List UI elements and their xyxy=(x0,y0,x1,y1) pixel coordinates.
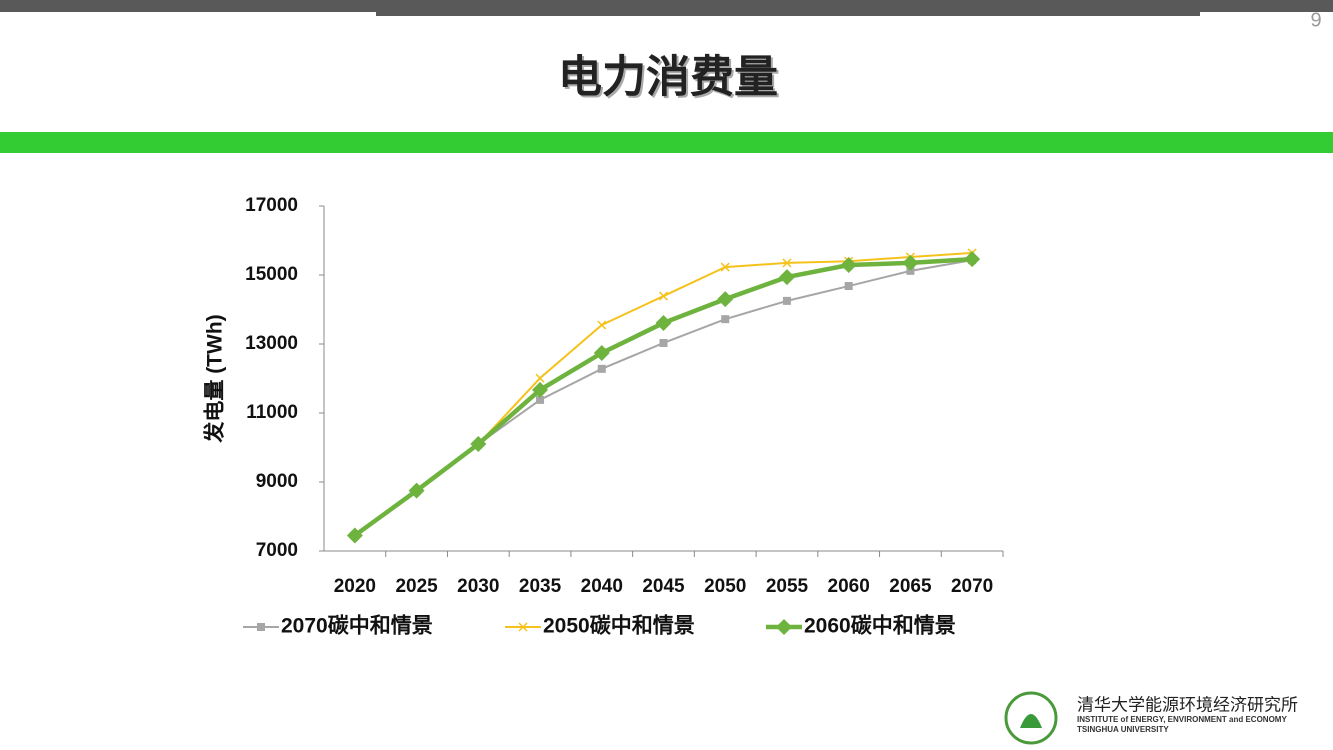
y-tick-label: 7000 xyxy=(256,540,298,561)
marker xyxy=(840,256,857,273)
marker xyxy=(720,262,730,272)
y-tick-label: 9000 xyxy=(256,471,298,492)
marker xyxy=(717,291,734,308)
x-tick-label: 2030 xyxy=(457,576,499,597)
marker xyxy=(532,381,549,398)
marker xyxy=(782,258,792,268)
logo-leaf xyxy=(1020,714,1042,728)
institute-en: INSTITUTE of ENERGY, ENVIRONMENT and ECO… xyxy=(1077,715,1287,724)
x-tick-label: 2060 xyxy=(828,576,870,597)
y-tick-label: 17000 xyxy=(245,195,298,216)
x-tick-label: 2040 xyxy=(581,576,623,597)
marker xyxy=(518,622,528,632)
y-tick-label: 13000 xyxy=(245,333,298,354)
marker xyxy=(593,344,610,361)
x-tick-label: 2025 xyxy=(395,576,438,597)
x-tick-label: 2020 xyxy=(334,576,376,597)
marker xyxy=(659,338,668,347)
x-tick-label: 2055 xyxy=(766,576,809,597)
university: TSINGHUA UNIVERSITY xyxy=(1077,725,1169,734)
marker xyxy=(536,395,545,404)
top-bar-accent xyxy=(376,0,1200,16)
marker xyxy=(782,296,791,305)
title-shadow: 电力消费量 xyxy=(560,55,780,104)
marker xyxy=(844,282,853,291)
marker xyxy=(257,623,265,631)
marker xyxy=(535,373,545,383)
x-tick-label: 2045 xyxy=(642,576,685,597)
marker xyxy=(964,251,981,268)
legend-label: 2050碳中和情景 xyxy=(543,614,695,638)
green-band xyxy=(0,132,1333,153)
series-line xyxy=(353,256,973,538)
institute-cn: 清华大学能源环境经济研究所 xyxy=(1077,695,1298,714)
marker xyxy=(408,482,425,499)
marker xyxy=(597,364,606,373)
marker xyxy=(346,527,363,544)
legend-label: 2070碳中和情景 xyxy=(281,614,433,638)
marker xyxy=(902,254,919,271)
marker xyxy=(776,619,792,635)
marker xyxy=(597,320,607,330)
y-axis-label: 发电量 (TWh) xyxy=(203,314,227,443)
series-line xyxy=(354,259,973,537)
x-tick-label: 2065 xyxy=(889,576,932,597)
y-tick-label: 11000 xyxy=(246,402,298,423)
marker xyxy=(721,315,730,324)
marker xyxy=(778,269,795,286)
x-tick-label: 2050 xyxy=(704,576,746,597)
page-number: 9 xyxy=(1310,9,1321,31)
marker xyxy=(658,291,669,301)
y-tick-label: 15000 xyxy=(245,264,298,285)
chart: 7000 9000 11000 13000 15000 17000 2020 2025 2030… xyxy=(203,195,1004,638)
x-tick-label: 2035 xyxy=(519,576,562,597)
x-tick-label: 2070 xyxy=(951,576,993,597)
marker xyxy=(655,314,672,331)
slide-title: 电力消费量 xyxy=(558,53,778,102)
legend-label: 2060碳中和情景 xyxy=(804,614,956,638)
marker xyxy=(470,436,487,453)
